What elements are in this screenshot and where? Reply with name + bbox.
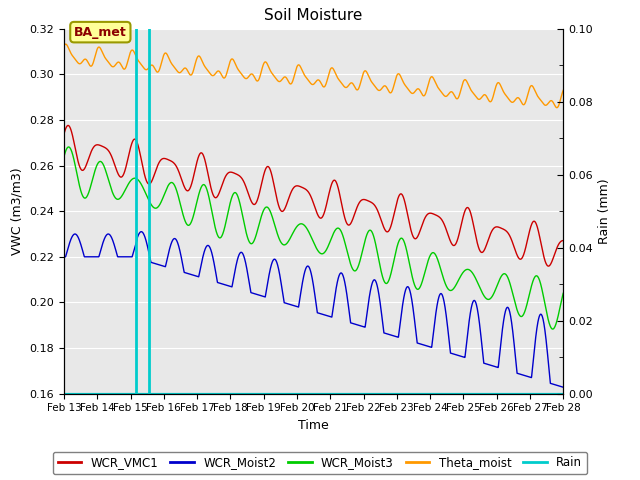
- WCR_Moist3: [252, 234, 259, 240]
- WCR_Moist2: [60, 254, 68, 260]
- WCR_Moist3: [549, 326, 557, 332]
- Line: WCR_VMC1: WCR_VMC1: [64, 125, 563, 266]
- Theta_moist: [273, 77, 281, 83]
- WCR_VMC1: [550, 254, 557, 260]
- Rain: [117, 391, 125, 396]
- WCR_Moist2: [147, 259, 155, 264]
- WCR_Moist2: [550, 382, 557, 387]
- WCR_Moist3: [559, 290, 567, 296]
- Rain: [252, 391, 259, 396]
- WCR_VMC1: [65, 122, 72, 128]
- Line: WCR_Moist3: WCR_Moist3: [64, 147, 563, 329]
- Theta_moist: [559, 87, 567, 93]
- Y-axis label: VWC (m3/m3): VWC (m3/m3): [11, 168, 24, 255]
- WCR_Moist2: [273, 261, 281, 266]
- WCR_VMC1: [60, 131, 68, 137]
- WCR_Moist3: [147, 201, 155, 207]
- WCR_VMC1: [545, 263, 552, 269]
- Theta_moist: [60, 43, 68, 49]
- Rain: [147, 391, 154, 396]
- Line: WCR_Moist2: WCR_Moist2: [64, 232, 563, 387]
- WCR_VMC1: [273, 197, 281, 203]
- Rain: [273, 391, 281, 396]
- WCR_Moist2: [559, 384, 567, 390]
- WCR_Moist2: [138, 229, 145, 235]
- X-axis label: Time: Time: [298, 419, 329, 432]
- WCR_Moist2: [496, 350, 504, 356]
- Text: BA_met: BA_met: [74, 25, 127, 39]
- Rain: [60, 391, 68, 396]
- Theta_moist: [252, 76, 259, 82]
- Theta_moist: [496, 81, 504, 87]
- WCR_Moist3: [117, 194, 125, 200]
- WCR_Moist3: [273, 230, 281, 236]
- WCR_VMC1: [252, 201, 259, 206]
- WCR_Moist3: [65, 144, 72, 150]
- Theta_moist: [550, 100, 557, 106]
- WCR_Moist3: [496, 276, 504, 282]
- WCR_VMC1: [147, 180, 155, 186]
- Theta_moist: [117, 62, 125, 68]
- Legend: WCR_VMC1, WCR_Moist2, WCR_Moist3, Theta_moist, Rain: WCR_VMC1, WCR_Moist2, WCR_Moist3, Theta_…: [53, 452, 587, 474]
- Theta_moist: [147, 62, 155, 68]
- Theta_moist: [553, 105, 561, 110]
- WCR_Moist3: [550, 326, 557, 332]
- Rain: [550, 391, 557, 396]
- WCR_VMC1: [559, 238, 567, 243]
- WCR_VMC1: [117, 174, 125, 180]
- WCR_VMC1: [496, 225, 504, 230]
- WCR_Moist3: [60, 154, 68, 159]
- Title: Soil Moisture: Soil Moisture: [264, 9, 363, 24]
- Rain: [496, 391, 504, 396]
- Y-axis label: Rain (mm): Rain (mm): [598, 179, 611, 244]
- Rain: [559, 391, 567, 396]
- Line: Theta_moist: Theta_moist: [64, 44, 563, 108]
- WCR_Moist2: [117, 254, 125, 260]
- WCR_Moist2: [252, 291, 259, 297]
- Theta_moist: [62, 41, 70, 47]
